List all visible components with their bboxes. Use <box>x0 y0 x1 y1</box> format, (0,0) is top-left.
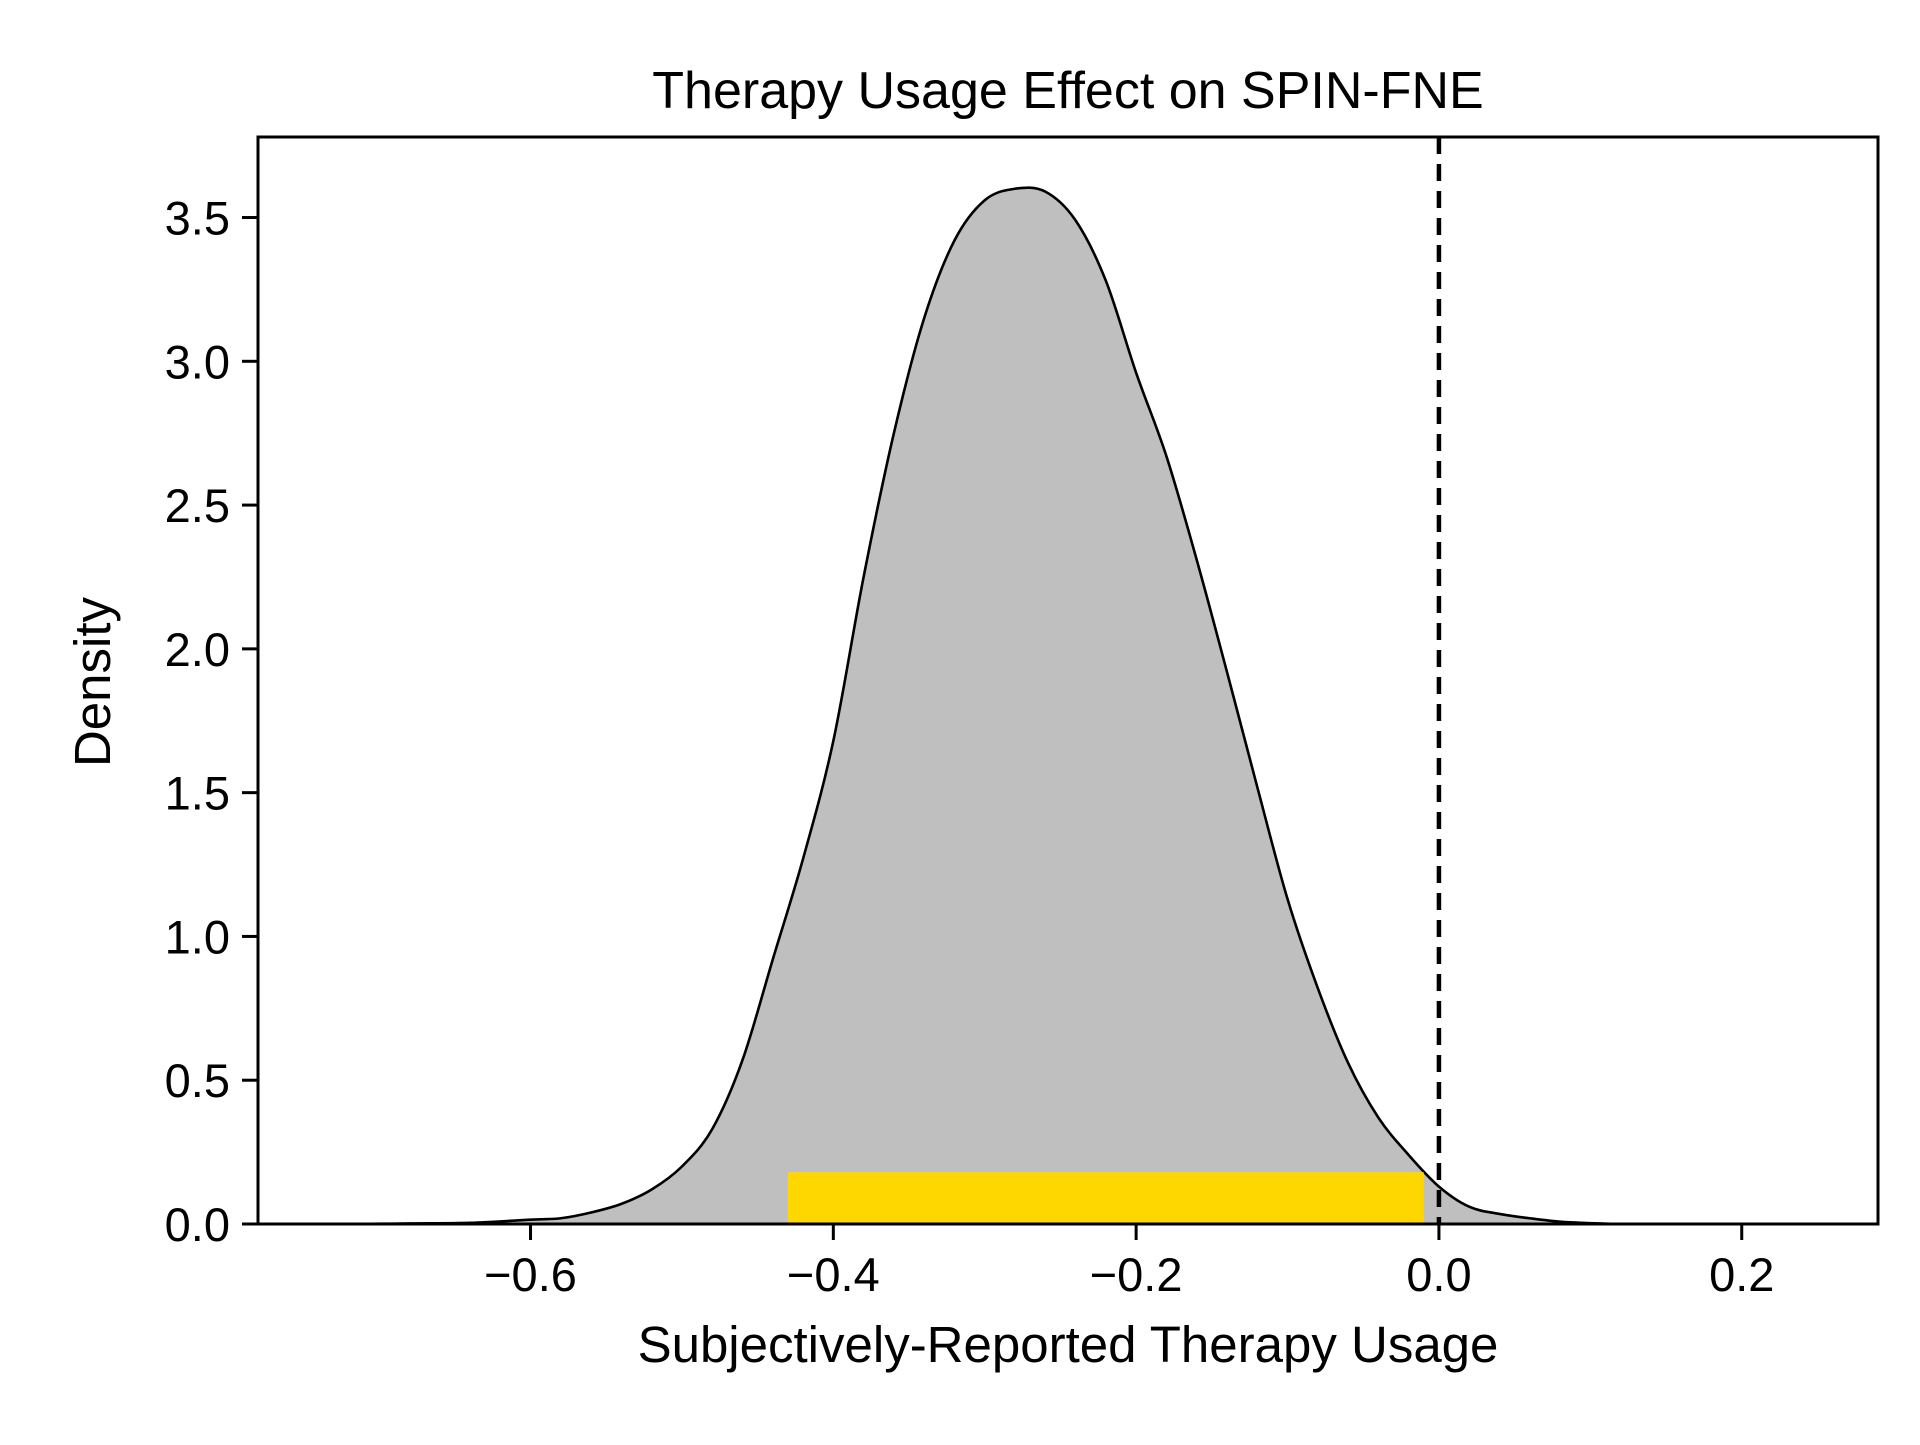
interval-bar <box>787 1172 1424 1224</box>
density-fill <box>258 187 1878 1224</box>
axes-layer: −0.6 −0.4 −0.2 0.0 0.2 0.0 0.5 1.0 1.5 2.0 2.5 3.0 3… <box>165 135 1880 1301</box>
x-tick-label: −0.2 <box>1090 1248 1183 1301</box>
y-axis-label: Density <box>64 596 121 767</box>
y-tick-label: 0.0 <box>165 1198 230 1251</box>
x-tick-label: −0.4 <box>787 1248 880 1301</box>
density-line <box>258 186 1878 1224</box>
x-tick-label: −0.6 <box>484 1248 577 1301</box>
chart-title: Therapy Usage Effect on SPIN-FNE <box>652 62 1483 120</box>
y-tick-label: 0.5 <box>165 1054 230 1107</box>
y-tick-label: 2.5 <box>165 479 230 532</box>
y-tick-label: 3.5 <box>165 192 230 245</box>
x-tick-label: 0.0 <box>1406 1248 1471 1301</box>
y-tick-label: 1.5 <box>165 767 230 820</box>
plot-layer <box>258 137 1878 1224</box>
plot-area <box>258 137 1878 1224</box>
y-tick-label: 2.0 <box>165 623 230 676</box>
y-tick-label: 3.0 <box>165 335 230 388</box>
x-axis-label: Subjectively-Reported Therapy Usage <box>638 1316 1499 1373</box>
y-tick-label: 1.0 <box>165 910 230 963</box>
axes-frame <box>256 135 1880 1226</box>
x-tick-label: 0.2 <box>1709 1248 1774 1301</box>
